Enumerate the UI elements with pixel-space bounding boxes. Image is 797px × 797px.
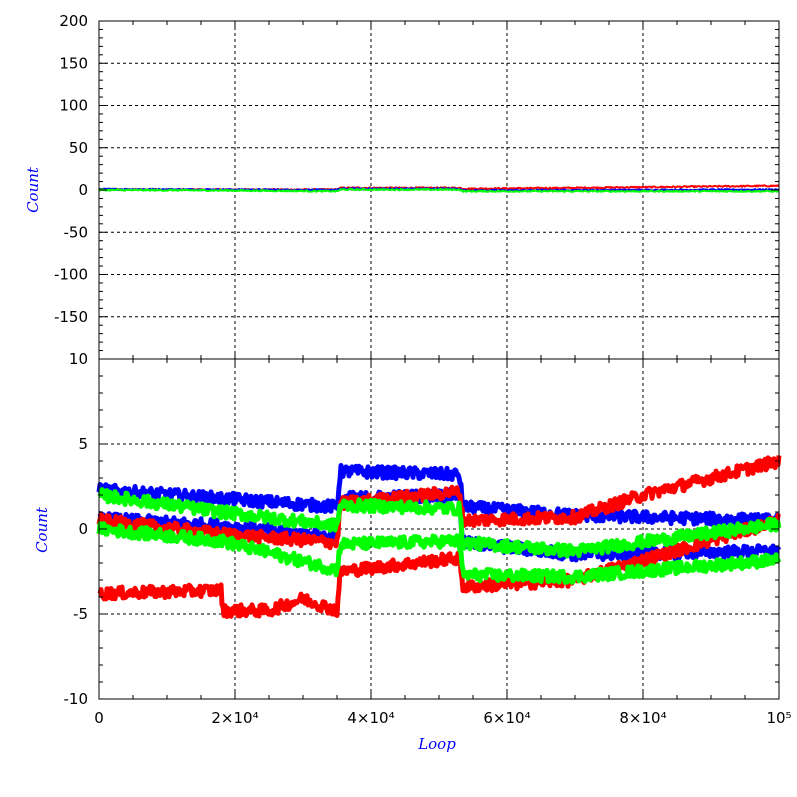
top-y-tick-label: -100 [54, 266, 88, 284]
top-y-tick-label: -50 [64, 223, 89, 241]
bottom-panel-frame [98, 358, 780, 700]
top-y-tick-label: 50 [69, 139, 88, 157]
x-tick-label: 6×10⁴ [483, 709, 530, 727]
x-tick-label: 8×10⁴ [619, 709, 666, 727]
top-y-tick-label: 200 [59, 12, 88, 30]
top-y-tick-label: 150 [59, 54, 88, 72]
top-y-axis-label: Count [24, 166, 42, 213]
bottom-series-0-line [96, 463, 781, 529]
bottom-series-4-line [97, 487, 782, 559]
x-tick-label: 4×10⁴ [347, 709, 394, 727]
x-tick-label: 10⁵ [766, 709, 791, 727]
bottom-series-3-line [97, 512, 781, 619]
bottom-y-axis-label: Count [33, 506, 51, 553]
x-axis-label: Loop [417, 735, 456, 753]
top-y-tick-label: 100 [59, 97, 88, 115]
bottom-y-tick-label: 10 [69, 350, 88, 368]
bottom-y-tick-label: 5 [78, 435, 88, 453]
bottom-series-2-line [96, 455, 782, 551]
bottom-y-tick-label: 0 [78, 520, 88, 538]
x-tick-label: 0 [94, 709, 104, 727]
x-tick-label: 2×10⁴ [211, 709, 258, 727]
top-y-tick-label: -150 [54, 308, 88, 326]
bottom-y-tick-label: -5 [73, 605, 88, 623]
bottom-y-tick-label: -10 [64, 690, 89, 708]
bottom-series-5-line [96, 521, 782, 585]
top-series-2-line [98, 187, 780, 193]
top-y-tick-label: 0 [78, 181, 88, 199]
